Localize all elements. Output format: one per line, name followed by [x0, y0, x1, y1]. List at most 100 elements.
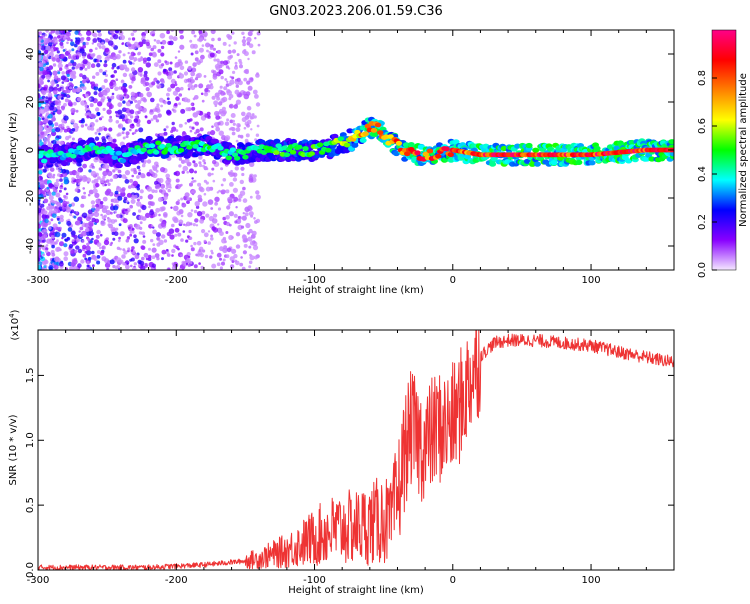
- noise-point: [118, 124, 121, 128]
- noise-point: [96, 242, 102, 248]
- noise-point: [202, 249, 206, 253]
- noise-point: [191, 177, 194, 180]
- noise-point: [178, 30, 184, 34]
- noise-point: [141, 32, 147, 37]
- noise-point: [65, 207, 71, 213]
- noise-point: [115, 78, 119, 81]
- noise-point: [41, 70, 48, 76]
- noise-point: [157, 48, 162, 53]
- noise-point: [241, 266, 246, 270]
- noise-point: [70, 261, 77, 267]
- noise-point: [38, 202, 41, 206]
- noise-point: [130, 257, 135, 262]
- noise-point: [97, 88, 102, 92]
- noise-point: [57, 102, 61, 106]
- noise-point: [175, 96, 180, 101]
- ridge-point: [337, 136, 344, 142]
- noise-point: [142, 174, 146, 179]
- ridge-point: [422, 151, 429, 157]
- noise-point: [113, 205, 119, 211]
- noise-point: [41, 90, 47, 96]
- noise-point: [152, 243, 156, 247]
- noise-point: [100, 213, 103, 217]
- noise-point: [131, 76, 136, 82]
- noise-point: [80, 259, 85, 264]
- noise-point: [122, 100, 126, 104]
- noise-point: [233, 41, 237, 45]
- noise-point: [101, 45, 106, 50]
- noise-point: [59, 30, 65, 34]
- noise-point: [125, 208, 128, 212]
- noise-point: [207, 131, 211, 136]
- noise-point: [100, 220, 106, 227]
- noise-point: [130, 51, 135, 56]
- noise-point: [95, 119, 99, 123]
- noise-point: [221, 96, 228, 103]
- noise-point: [255, 102, 261, 107]
- noise-point: [150, 97, 155, 103]
- ridge-point: [119, 158, 127, 164]
- noise-point: [126, 236, 130, 240]
- noise-point: [127, 112, 131, 117]
- noise-point: [163, 131, 168, 136]
- ridge-halo: [588, 160, 596, 166]
- noise-point: [242, 198, 248, 203]
- noise-point: [178, 102, 182, 106]
- noise-point: [152, 108, 156, 112]
- noise-point: [215, 115, 221, 120]
- noise-point: [125, 131, 130, 136]
- snr-panel: -300 -200 -100 0 100 0.0 0.5 1.0 1.5 Height of s…: [8, 309, 675, 596]
- noise-point: [133, 262, 137, 266]
- noise-point: [174, 83, 178, 87]
- noise-point: [109, 30, 115, 34]
- noise-point: [167, 40, 172, 46]
- noise-point: [122, 127, 126, 131]
- noise-point: [75, 171, 80, 176]
- noise-point: [122, 136, 126, 140]
- noise-point: [231, 31, 235, 35]
- noise-point: [77, 182, 81, 186]
- noise-point: [246, 80, 251, 85]
- noise-point: [209, 255, 213, 259]
- noise-point: [203, 75, 207, 78]
- noise-point: [63, 102, 67, 107]
- noise-point: [219, 231, 224, 237]
- noise-point: [240, 134, 244, 139]
- noise-point: [70, 59, 75, 64]
- noise-point: [210, 130, 216, 136]
- noise-point: [82, 187, 85, 190]
- noise-point: [190, 190, 194, 194]
- noise-point: [88, 169, 92, 173]
- noise-point: [183, 71, 189, 76]
- noise-point: [220, 110, 226, 117]
- noise-point: [191, 67, 197, 73]
- noise-point: [128, 37, 131, 41]
- noise-point: [254, 220, 258, 224]
- noise-point: [143, 159, 147, 163]
- noise-point: [121, 118, 126, 122]
- noise-point: [158, 97, 164, 103]
- noise-point: [235, 260, 240, 266]
- noise-point: [226, 118, 230, 122]
- noise-point: [84, 93, 89, 98]
- noise-point: [198, 161, 202, 165]
- noise-point: [67, 227, 73, 232]
- noise-point: [86, 115, 90, 119]
- noise-point: [116, 257, 122, 263]
- noise-point: [146, 159, 152, 164]
- noise-point: [235, 139, 239, 143]
- noise-point: [97, 176, 101, 180]
- noise-point: [218, 130, 224, 136]
- noise-point: [43, 210, 48, 215]
- noise-point: [148, 52, 153, 57]
- noise-point: [186, 257, 191, 263]
- noise-point: [246, 112, 252, 118]
- noise-point: [145, 62, 151, 68]
- noise-point: [190, 103, 193, 106]
- noise-point: [38, 240, 41, 245]
- noise-point: [90, 81, 96, 86]
- noise-point: [228, 211, 234, 217]
- noise-point: [201, 44, 205, 47]
- noise-point: [199, 218, 205, 224]
- noise-point: [138, 169, 141, 172]
